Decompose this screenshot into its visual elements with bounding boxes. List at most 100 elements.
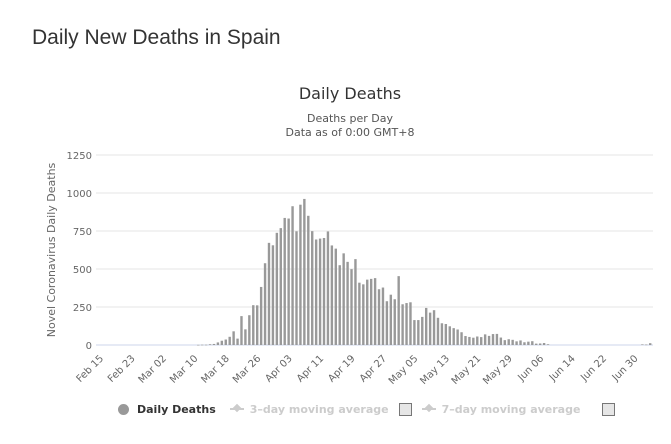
bar[interactable] [354,259,357,345]
bar[interactable] [200,344,204,346]
bar[interactable] [220,340,224,345]
bar[interactable] [546,344,550,345]
bar[interactable] [338,265,341,345]
bar[interactable] [197,344,200,346]
bar[interactable] [531,341,534,345]
bar[interactable] [299,204,302,345]
bar[interactable] [409,302,412,345]
bar[interactable] [228,336,231,345]
bar[interactable] [303,198,306,345]
bar[interactable] [291,206,294,345]
chart-subtitle-line-1: Deaths per Day [307,112,393,125]
bar[interactable] [495,333,499,345]
bar[interactable] [511,339,514,345]
bar[interactable] [460,332,463,345]
bar[interactable] [645,344,648,346]
bar[interactable] [256,305,259,345]
bar[interactable] [538,343,542,345]
bar[interactable] [287,218,290,345]
bar[interactable] [444,324,448,345]
bar[interactable] [232,331,235,345]
bar[interactable] [464,336,467,345]
bar[interactable] [311,231,314,345]
bar[interactable] [448,326,451,345]
bar[interactable] [641,344,644,345]
bar[interactable] [413,320,416,345]
bar[interactable] [456,329,459,346]
bar[interactable] [267,242,271,345]
bar[interactable] [373,278,377,345]
bar[interactable] [440,323,444,345]
bar[interactable] [236,338,239,345]
bar[interactable] [417,320,420,345]
bar[interactable] [397,276,400,345]
bar[interactable] [275,232,279,345]
bar[interactable] [385,301,389,345]
bar[interactable] [314,239,318,345]
bar[interactable] [204,344,208,346]
bar[interactable] [252,305,255,345]
bar[interactable] [401,304,404,345]
bar[interactable] [424,307,428,345]
bar[interactable] [263,263,267,345]
bar[interactable] [491,334,495,345]
bar[interactable] [240,316,243,345]
bar[interactable] [405,303,408,345]
bar[interactable] [342,253,345,345]
bar[interactable] [515,341,518,345]
bar[interactable] [452,328,455,345]
legend-item-daily-deaths[interactable]: Daily Deaths [118,403,216,416]
bar[interactable] [649,343,652,345]
bar[interactable] [472,337,475,345]
bar[interactable] [330,245,334,345]
bar[interactable] [468,336,471,345]
bar[interactable] [499,337,503,345]
bar[interactable] [322,237,326,345]
bar[interactable] [212,343,216,345]
bar[interactable] [326,231,330,345]
bar[interactable] [381,287,385,345]
bar[interactable] [393,299,396,345]
bar[interactable] [519,340,522,345]
bar[interactable] [503,340,506,345]
bar[interactable] [224,339,227,345]
bar[interactable] [436,317,440,345]
bar[interactable] [279,228,282,345]
bar[interactable] [334,248,337,345]
bar[interactable] [476,336,479,345]
bar[interactable] [248,315,251,345]
bar[interactable] [350,269,353,345]
bar[interactable] [208,344,212,345]
bar[interactable] [362,284,365,345]
bar[interactable] [523,342,526,345]
bar[interactable] [358,282,361,345]
legend-item-7day-average[interactable]: 7–day moving average [421,403,580,416]
bar[interactable] [542,343,546,345]
x-tick-label: May 13 [418,353,452,387]
bar[interactable] [271,245,275,345]
bar[interactable] [428,312,432,345]
bar[interactable] [366,279,369,345]
bar[interactable] [535,343,538,345]
bar[interactable] [216,342,220,345]
bar[interactable] [421,316,424,345]
bar[interactable] [483,334,487,345]
bar[interactable] [507,339,510,345]
checkbox-7day-average[interactable] [602,402,616,416]
bar[interactable] [295,231,298,345]
bar[interactable] [432,310,436,345]
bar[interactable] [244,329,247,345]
bar[interactable] [283,217,286,345]
bar[interactable] [346,261,349,345]
bar[interactable] [480,337,483,345]
bar[interactable] [369,278,373,345]
bar[interactable] [259,286,263,345]
bar[interactable] [527,341,530,345]
checkbox-3day-average[interactable] [398,402,412,416]
bar[interactable] [389,294,393,345]
bar[interactable] [318,238,322,345]
bar[interactable] [487,335,491,345]
bar[interactable] [307,215,310,345]
bar[interactable] [377,289,381,345]
legend-item-3day-average[interactable]: 3–day moving average [229,403,389,416]
